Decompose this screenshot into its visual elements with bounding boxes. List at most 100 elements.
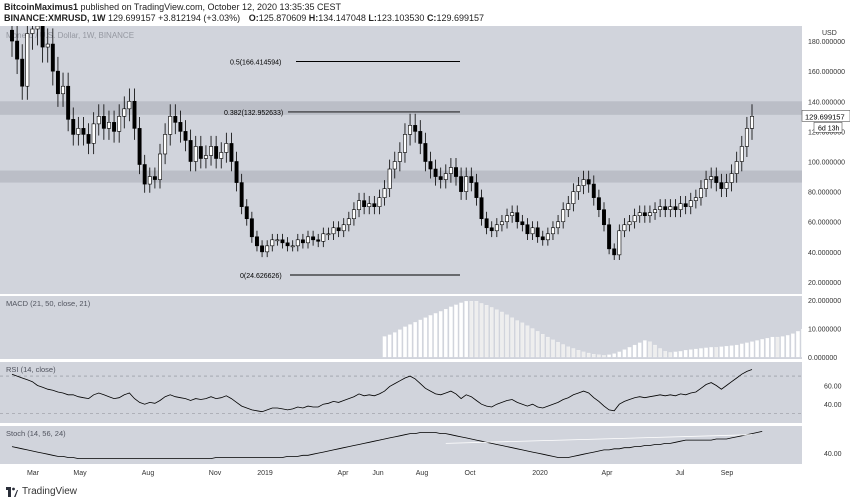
candle-body bbox=[265, 245, 270, 253]
macd-bar bbox=[479, 303, 484, 358]
candle-body bbox=[530, 227, 535, 235]
candle-body bbox=[489, 227, 494, 232]
macd-bar bbox=[484, 305, 489, 358]
candle-body bbox=[112, 122, 117, 132]
symbol-label[interactable]: BINANCE:XMRUSD, 1W bbox=[4, 13, 106, 23]
candle-body bbox=[586, 179, 591, 185]
candle-body bbox=[168, 116, 173, 135]
price-tick-label: 180.000000 bbox=[808, 39, 845, 46]
candle-body bbox=[10, 29, 14, 42]
candle-body bbox=[525, 224, 530, 235]
candle-body bbox=[300, 239, 305, 244]
macd-bar bbox=[576, 350, 581, 358]
candle-body bbox=[683, 203, 688, 207]
horizontal-zone bbox=[0, 170, 802, 183]
macd-bar bbox=[444, 309, 448, 358]
candle-body bbox=[668, 206, 673, 210]
candle-body bbox=[183, 131, 188, 141]
candle-body bbox=[311, 236, 316, 241]
candle-body bbox=[561, 209, 566, 223]
candle-body bbox=[35, 26, 40, 30]
macd-bar bbox=[648, 341, 652, 358]
macd-bar bbox=[581, 351, 586, 358]
candle-body bbox=[132, 100, 137, 129]
candle-body bbox=[688, 200, 693, 207]
stoch-trendline bbox=[445, 434, 753, 444]
candle-body bbox=[316, 239, 321, 242]
candle-body bbox=[408, 125, 413, 135]
candle-body bbox=[142, 164, 147, 185]
candle-body bbox=[71, 119, 76, 135]
horizontal-zone bbox=[0, 101, 802, 115]
chart-area[interactable]: 20.000000 40.000000 60.000000 80.000000 100.… bbox=[0, 26, 850, 483]
candle-body bbox=[464, 176, 469, 192]
author-name[interactable]: BitcoinMaximus1 bbox=[4, 2, 79, 12]
rsi-tick-label: 40.00 bbox=[824, 402, 842, 409]
macd-bar bbox=[566, 346, 571, 358]
rsi-tick-label: 60.00 bbox=[824, 383, 842, 390]
macd-bar bbox=[770, 336, 775, 358]
macd-bar bbox=[500, 311, 504, 358]
candle-body bbox=[576, 185, 581, 192]
candle-body bbox=[30, 28, 35, 34]
candle-body bbox=[540, 236, 545, 241]
candle-body bbox=[693, 197, 698, 201]
macd-bar bbox=[714, 347, 719, 358]
rsi-line bbox=[11, 369, 753, 413]
candle-body bbox=[372, 203, 377, 207]
close-label: C: bbox=[426, 13, 437, 23]
candle-body bbox=[647, 212, 652, 217]
candle-body bbox=[658, 206, 663, 210]
candle-body bbox=[173, 116, 178, 123]
candle-body bbox=[622, 224, 627, 232]
macd-bar bbox=[505, 314, 509, 358]
candle-body bbox=[290, 245, 295, 248]
candle-body bbox=[602, 209, 606, 226]
candle-body bbox=[744, 128, 749, 147]
candle-body bbox=[362, 200, 367, 207]
fib-level-label: 0.5(166.414594) bbox=[230, 60, 281, 67]
candle-body bbox=[418, 131, 423, 144]
tradingview-logo[interactable]: TradingView bbox=[6, 486, 77, 497]
price-tick-label: 100.000000 bbox=[808, 160, 845, 167]
candle-body bbox=[188, 140, 193, 162]
macd-bar bbox=[535, 331, 540, 358]
candle-body bbox=[20, 58, 25, 87]
macd-bar bbox=[673, 351, 678, 358]
candle-body bbox=[642, 212, 647, 217]
macd-bar bbox=[627, 347, 632, 358]
macd-bar bbox=[740, 343, 744, 358]
candle-body bbox=[234, 161, 239, 183]
candle-body bbox=[306, 236, 310, 244]
macd-bar bbox=[510, 317, 514, 358]
macd-bar bbox=[760, 339, 764, 358]
candle-body bbox=[377, 197, 382, 207]
candle-body bbox=[229, 143, 234, 162]
candle-body bbox=[505, 215, 509, 223]
candle-body bbox=[591, 183, 596, 198]
candle-body bbox=[66, 85, 71, 120]
time-axis bbox=[0, 464, 850, 483]
candle-body bbox=[403, 134, 407, 153]
macd-tick-label: 10.000000 bbox=[808, 327, 841, 334]
macd-bar bbox=[765, 338, 770, 358]
macd-bar bbox=[489, 307, 494, 358]
candle-body bbox=[15, 40, 20, 60]
candle-body bbox=[612, 248, 617, 256]
candle-body bbox=[535, 227, 540, 238]
macd-bar bbox=[449, 306, 453, 358]
time-tick-label: Aug bbox=[142, 470, 155, 477]
candle-body bbox=[107, 122, 111, 129]
macd-bar bbox=[556, 342, 560, 358]
candle-body bbox=[454, 167, 458, 177]
candle-body bbox=[438, 176, 443, 180]
macd-bar bbox=[653, 344, 657, 358]
chart-footer: TradingView bbox=[0, 483, 850, 501]
candle-body bbox=[545, 233, 550, 241]
candle-body bbox=[673, 206, 678, 210]
macd-bar bbox=[551, 339, 555, 358]
candle-body bbox=[351, 209, 356, 220]
countdown-tag bbox=[813, 122, 843, 133]
last-price-tag bbox=[801, 110, 850, 122]
candle-body bbox=[55, 70, 60, 95]
